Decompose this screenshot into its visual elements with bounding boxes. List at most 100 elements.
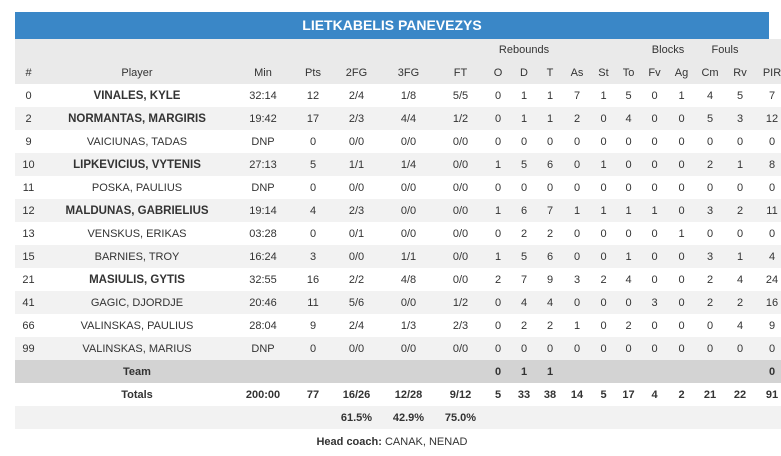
- player-row: 9 VAICIUNAS, TADAS DNP 0 0/0 0/0 0/0 0 0 0 0 0 0 0 0 0 0…: [15, 130, 781, 153]
- total-as: 14: [570, 388, 584, 401]
- column-header: 3FG: [397, 66, 420, 79]
- stat-pir: 0: [768, 227, 776, 240]
- stat-ft: 0/0: [452, 342, 469, 355]
- stat-pir: 4: [768, 250, 776, 263]
- stat-ag: 0: [678, 112, 685, 125]
- team-stat-to: [616, 360, 641, 383]
- column-header: Pts: [305, 66, 321, 79]
- blocks-group-header: Blocks: [651, 44, 685, 56]
- totals-label: Totals: [121, 388, 153, 401]
- total-min: 200:00: [245, 388, 281, 401]
- stat-fg3: 0/0: [400, 135, 417, 148]
- stat-d: 6: [520, 204, 528, 217]
- stat-st: 0: [600, 319, 607, 332]
- stat-pts: 4: [309, 204, 317, 217]
- stat-as: 1: [573, 204, 581, 217]
- stat-cell: [616, 406, 641, 429]
- stat-rv: 2: [736, 296, 744, 309]
- team-stat-ft: [436, 360, 485, 383]
- stat-fv: 0: [651, 112, 658, 125]
- stat-min: DNP: [251, 181, 275, 194]
- stat-min: 16:24: [249, 250, 277, 263]
- stat-cm: 0: [706, 342, 714, 355]
- stat-ft: 0/0: [452, 158, 469, 171]
- column-header: D: [520, 66, 528, 79]
- stat-rv: 1: [736, 250, 744, 263]
- stat-to: 0: [625, 181, 632, 194]
- stat-d: 0: [520, 342, 528, 355]
- stat-fg3: 0/0: [400, 296, 417, 309]
- total-to: 17: [622, 388, 635, 401]
- head-coach-name: CANAK, NENAD: [384, 436, 468, 448]
- player-row: 66 VALINSKAS, PAULIUS 28:04 9 2/4 1/3 2/3 0 2 2 1 0…: [15, 314, 781, 337]
- stat-to: 0: [625, 342, 632, 355]
- stat-cm: 0: [706, 135, 714, 148]
- stat-ag: 0: [678, 273, 685, 286]
- player-row: 41 GAGIC, DJORDJE 20:46 11 5/6 0/0 1/2 0 4 4 0 0 0 3 0…: [15, 291, 781, 314]
- stat-fg3: 1/3: [400, 319, 417, 332]
- stat-o: 0: [494, 319, 502, 332]
- jersey-number: 15: [22, 250, 35, 263]
- stat-t: 0: [546, 181, 554, 194]
- rebounds-group-header: Rebounds: [498, 44, 550, 56]
- stat-as: 0: [573, 342, 581, 355]
- player-row: 0 VINALES, KYLE 32:14 12 2/4 1/8 5/5 0 1 1 7 1 5 0 1 4 5…: [15, 84, 781, 107]
- stat-fg2: 5/6: [348, 296, 365, 309]
- stat-to: 5: [625, 89, 632, 102]
- stat-ag: 0: [678, 135, 685, 148]
- stat-min: 19:42: [249, 112, 277, 125]
- player-name: VINALES, KYLE: [93, 89, 181, 102]
- stat-st: 0: [600, 250, 607, 263]
- column-header: Rv: [733, 66, 747, 79]
- stat-ag: 0: [678, 181, 685, 194]
- fouls-group-header: Fouls: [711, 44, 739, 56]
- stat-ag: 0: [678, 250, 685, 263]
- stat-cell: [232, 406, 294, 429]
- player-row: 12 MALDUNAS, GABRIELIUS 19:14 4 2/3 0/0 0/0 1 6 7…: [15, 199, 781, 222]
- stat-ag: 1: [678, 89, 685, 102]
- stat-ft: 5/5: [452, 89, 469, 102]
- team-stat-fv: [641, 360, 668, 383]
- stat-rv: 0: [736, 135, 744, 148]
- stat-fg3: 0/0: [400, 342, 417, 355]
- stat-as: 0: [573, 181, 581, 194]
- stat-fg2: 0/1: [348, 227, 365, 240]
- stat-rv: 0: [736, 227, 744, 240]
- stat-pts: 12: [306, 89, 320, 102]
- stat-as: 0: [573, 227, 581, 240]
- pct-2fg: 61.5%: [340, 411, 373, 424]
- team-stat-fg2: [332, 360, 381, 383]
- stat-ag: 0: [678, 204, 685, 217]
- column-header: Min: [254, 66, 272, 79]
- player-name: NORMANTAS, MARGIRIS: [68, 112, 206, 125]
- stat-pir: 8: [768, 158, 776, 171]
- team-stat-d: 1: [520, 365, 528, 378]
- stat-fg2: 1/1: [348, 158, 365, 171]
- pct-ft: 75.0%: [444, 411, 477, 424]
- boxscore-table: Rebounds Blocks Fouls # Player Min Pts 2FG 3F…: [15, 39, 781, 429]
- stat-ft: 0/0: [452, 250, 469, 263]
- stat-ft: 0/0: [452, 135, 469, 148]
- stat-st: 0: [600, 227, 607, 240]
- player-name: VALINSKAS, PAULIUS: [80, 319, 194, 332]
- stat-fg2: 2/4: [348, 89, 365, 102]
- jersey-number: 0: [25, 89, 32, 102]
- stat-pir: 0: [768, 181, 776, 194]
- stat-fv: 0: [651, 181, 658, 194]
- stat-pir: 0: [768, 342, 776, 355]
- total-fg2: 16/26: [342, 388, 371, 401]
- stat-o: 1: [494, 158, 502, 171]
- stat-fg3: 1/1: [400, 250, 417, 263]
- player-row: 99 VALINSKAS, MARIUS DNP 0 0/0 0/0 0/0 0 0 0 0 0 0 0 0…: [15, 337, 781, 360]
- stat-to: 0: [625, 296, 632, 309]
- stat-as: 0: [573, 158, 581, 171]
- stat-t: 2: [546, 319, 554, 332]
- stat-pts: 11: [307, 296, 319, 309]
- total-d: 33: [517, 388, 531, 401]
- stat-o: 0: [494, 135, 502, 148]
- stat-cell: [15, 406, 42, 429]
- stat-as: 0: [573, 250, 581, 263]
- player-row: 11 POSKA, PAULIUS DNP 0 0/0 0/0 0/0 0 0 0 0 0 0 0 0 0 0 0: [15, 176, 781, 199]
- stat-fg3: 0/0: [400, 227, 417, 240]
- stat-t: 6: [546, 158, 554, 171]
